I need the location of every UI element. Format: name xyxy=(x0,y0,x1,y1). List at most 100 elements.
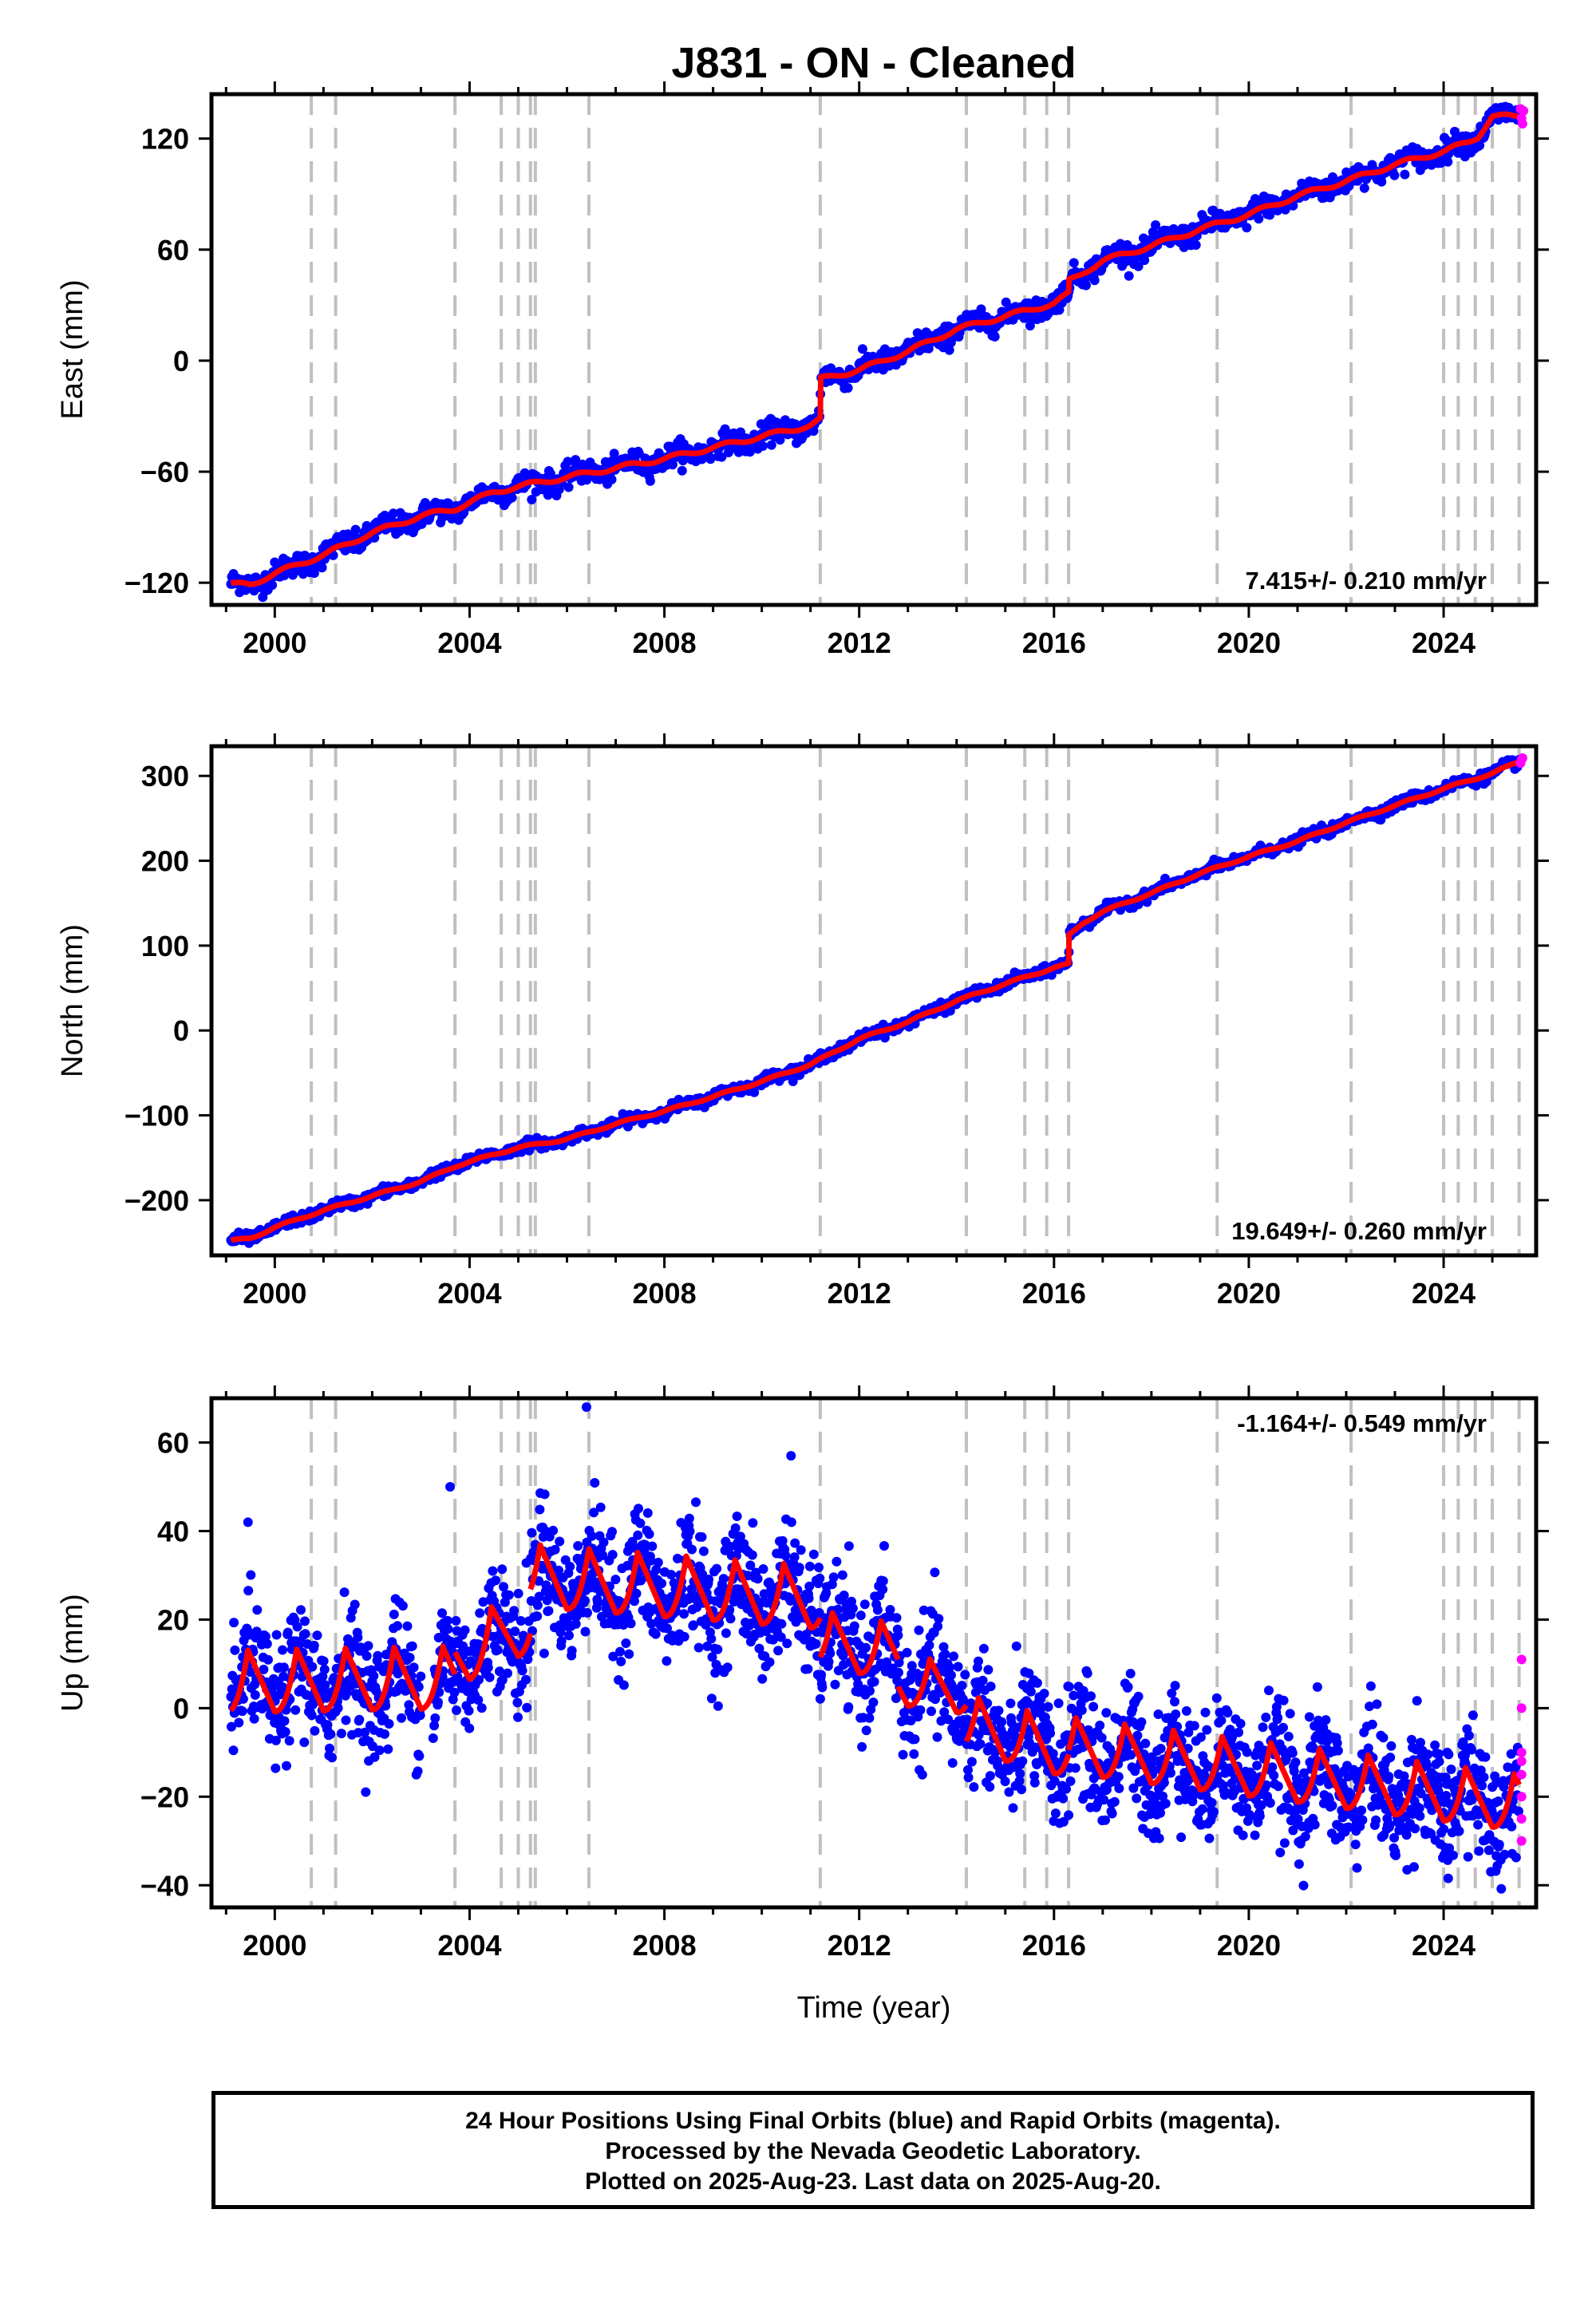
up-point xyxy=(618,1680,629,1690)
up-point xyxy=(341,1715,351,1725)
up-point xyxy=(483,1662,493,1673)
east-point xyxy=(1242,223,1252,233)
up-point xyxy=(497,1564,508,1575)
up-point xyxy=(872,1605,883,1615)
up-point xyxy=(488,1566,498,1576)
up-point xyxy=(828,1572,839,1583)
east-x-tick-label: 2016 xyxy=(1022,626,1086,659)
up-point xyxy=(983,1665,994,1675)
north-panel: 2000 2004 2008 2012 2016 2020 2024−200−1000100… xyxy=(56,733,1549,1310)
up-point xyxy=(966,1757,977,1767)
up-point xyxy=(994,1705,1004,1716)
up-point xyxy=(878,1584,888,1595)
east-x-tick-label: 2000 xyxy=(243,626,306,659)
up-point xyxy=(811,1638,821,1649)
east-point xyxy=(1191,240,1201,250)
up-point xyxy=(282,1761,291,1771)
up-point xyxy=(914,1625,924,1635)
east-point xyxy=(388,508,398,519)
up-point xyxy=(290,1705,301,1715)
up-point xyxy=(930,1567,940,1578)
up-point xyxy=(1008,1803,1018,1813)
up-point xyxy=(626,1618,636,1629)
up-point xyxy=(279,1662,289,1673)
up-point xyxy=(573,1541,583,1551)
up-point xyxy=(757,1674,768,1684)
up-point xyxy=(698,1546,709,1556)
north-x-tick-label: 2004 xyxy=(437,1277,501,1310)
up-point xyxy=(947,1758,958,1768)
up-point xyxy=(849,1621,859,1631)
up-point xyxy=(1015,1769,1025,1779)
up-point xyxy=(510,1626,520,1637)
up-point xyxy=(634,1504,643,1514)
up-point xyxy=(521,1674,531,1685)
north-y-axis-label: North (mm) xyxy=(56,924,89,1077)
up-point xyxy=(361,1787,371,1797)
up-point xyxy=(780,1551,791,1561)
up-point xyxy=(713,1701,723,1711)
up-point xyxy=(679,1609,689,1619)
up-point xyxy=(978,1675,988,1686)
up-point xyxy=(532,1600,543,1611)
up-point xyxy=(475,1608,485,1618)
up-point xyxy=(579,1595,590,1606)
east-point xyxy=(350,524,361,535)
up-point xyxy=(1064,1810,1074,1820)
north-model-line xyxy=(228,758,1524,1243)
up-point xyxy=(237,1706,247,1717)
up-point xyxy=(861,1725,871,1736)
east-point xyxy=(1080,280,1091,290)
north-y-tick-label: −100 xyxy=(124,1100,189,1132)
east-y-tick-label: 60 xyxy=(157,234,189,267)
up-point xyxy=(878,1576,888,1586)
up-point xyxy=(383,1744,393,1754)
east-point xyxy=(1400,169,1410,180)
up-point xyxy=(893,1630,903,1641)
up-point xyxy=(229,1618,239,1628)
up-point xyxy=(926,1706,936,1717)
up-point xyxy=(583,1607,592,1618)
up-point xyxy=(712,1563,722,1574)
up-point xyxy=(684,1513,694,1524)
up-point xyxy=(978,1643,989,1654)
east-point xyxy=(394,526,405,536)
up-point xyxy=(706,1634,717,1644)
east-point xyxy=(843,383,853,393)
up-point xyxy=(1043,1701,1053,1712)
up-point xyxy=(279,1716,290,1726)
up-point xyxy=(373,1650,383,1661)
north-y-tick-label: 0 xyxy=(173,1014,189,1047)
up-point xyxy=(282,1627,293,1638)
up-point xyxy=(492,1645,503,1655)
up-point xyxy=(635,1518,646,1528)
up-point xyxy=(753,1574,763,1584)
east-point xyxy=(678,456,688,466)
up-point xyxy=(764,1657,775,1667)
north-x-tick-label: 2000 xyxy=(243,1277,306,1310)
up-point xyxy=(280,1727,290,1737)
up-point xyxy=(1050,1808,1061,1819)
up-point xyxy=(243,1586,254,1596)
east-panel: 2000 2004 2008 2012 2016 2020 2024−120−6006012… xyxy=(56,81,1549,659)
up-point xyxy=(452,1705,461,1715)
up-point xyxy=(985,1771,995,1781)
up-point xyxy=(722,1662,733,1673)
up-point xyxy=(504,1590,514,1600)
up-point xyxy=(350,1599,360,1610)
up-point xyxy=(1029,1777,1040,1788)
up-point xyxy=(621,1638,631,1648)
east-point xyxy=(317,563,327,573)
east-point xyxy=(758,441,768,451)
east-x-tick-label: 2012 xyxy=(828,626,891,659)
east-x-tick-label: 2020 xyxy=(1217,626,1281,659)
north-y-tick-label: 200 xyxy=(141,845,189,878)
up-point xyxy=(320,1680,330,1690)
up-point xyxy=(615,1646,625,1657)
up-point xyxy=(748,1518,758,1528)
up-point xyxy=(610,1575,621,1585)
up-point xyxy=(975,1739,986,1749)
up-point xyxy=(624,1649,634,1659)
up-point xyxy=(271,1763,281,1773)
up-point xyxy=(859,1599,870,1610)
